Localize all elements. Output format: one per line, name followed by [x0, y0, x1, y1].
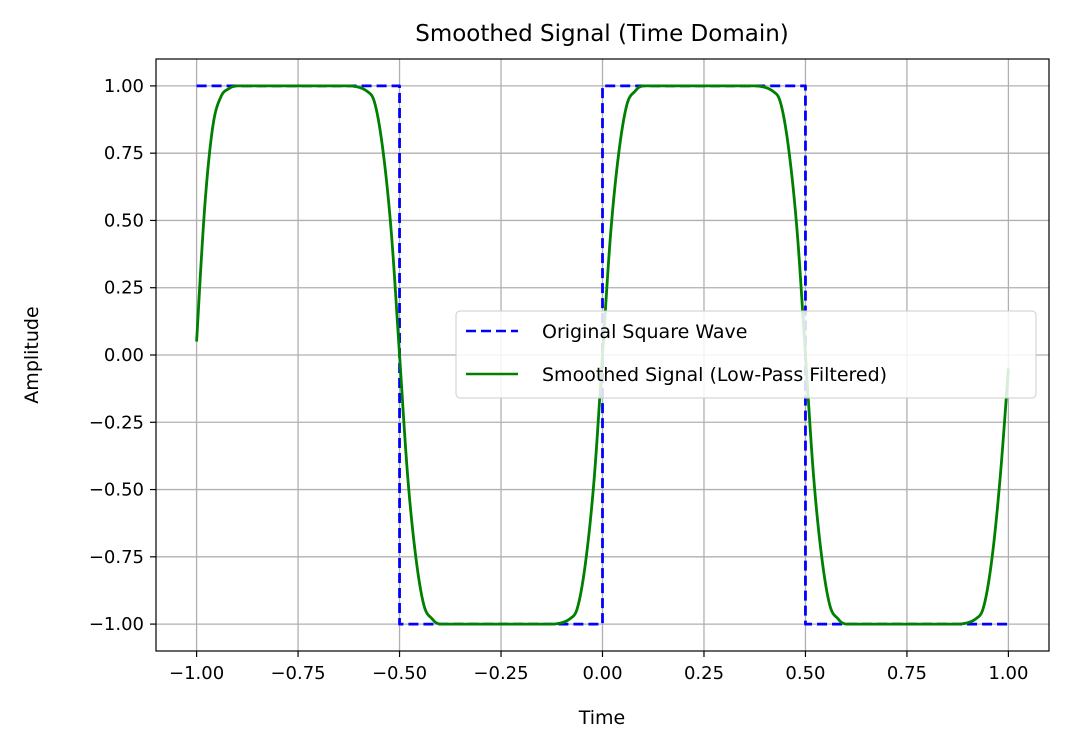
y-tick-label: 0.00 [104, 345, 144, 366]
x-tick-label: 0.75 [887, 663, 927, 684]
x-tick-label: 1.00 [988, 663, 1028, 684]
y-tick-label: −1.00 [89, 614, 144, 635]
x-tick-label: −0.50 [372, 663, 427, 684]
x-tick-label: 0.00 [582, 663, 622, 684]
legend-label-smoothed: Smoothed Signal (Low-Pass Filtered) [542, 364, 887, 386]
y-axis-label: Amplitude [21, 306, 43, 403]
legend-label-original: Original Square Wave [542, 321, 747, 343]
y-tick-label: −0.75 [89, 547, 144, 568]
x-axis: −1.00 −0.75 −0.50 −0.25 0.00 0.25 0.50 0.75 1.00 [169, 651, 1028, 684]
x-tick-label: 0.25 [684, 663, 724, 684]
x-axis-label: Time [578, 707, 626, 729]
x-tick-label: −0.25 [473, 663, 528, 684]
x-tick-label: −0.75 [270, 663, 325, 684]
y-tick-label: 0.75 [104, 143, 144, 164]
legend-box [455, 310, 1037, 399]
x-tick-label: 0.50 [785, 663, 825, 684]
x-tick-label: −1.00 [169, 663, 224, 684]
chart-title: Smoothed Signal (Time Domain) [415, 21, 789, 47]
y-tick-label: −0.25 [89, 412, 144, 433]
y-tick-label: 0.25 [104, 278, 144, 299]
y-tick-label: 1.00 [104, 76, 144, 97]
legend: Original Square Wave Smoothed Signal (Lo… [455, 310, 1037, 399]
y-tick-label: 0.50 [104, 210, 144, 231]
y-tick-label: −0.50 [89, 480, 144, 501]
series-original-square-wave [196, 84, 1009, 626]
y-axis: 1.00 0.75 0.50 0.25 0.00 −0.25 −0.50 −0.75 −1.00 [89, 76, 156, 635]
